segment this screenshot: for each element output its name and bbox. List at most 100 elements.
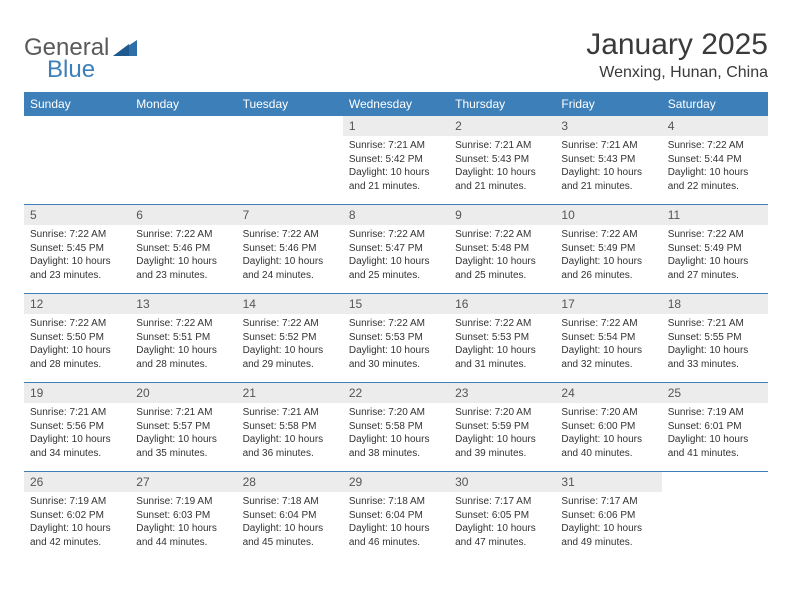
day-details: Sunrise: 7:22 AMSunset: 5:47 PMDaylight:…	[343, 225, 449, 288]
day-number: 4	[662, 116, 768, 136]
sunrise-text: Sunrise: 7:19 AM	[136, 495, 230, 509]
day-number: 8	[343, 205, 449, 225]
sunset-text: Sunset: 5:49 PM	[668, 242, 762, 256]
day-details: Sunrise: 7:21 AMSunset: 5:43 PMDaylight:…	[449, 136, 555, 199]
day-details: Sunrise: 7:21 AMSunset: 5:57 PMDaylight:…	[130, 403, 236, 466]
sunset-text: Sunset: 5:47 PM	[349, 242, 443, 256]
sunset-text: Sunset: 5:53 PM	[349, 331, 443, 345]
month-year-title: January 2025	[586, 28, 768, 62]
sunrise-text: Sunrise: 7:21 AM	[561, 139, 655, 153]
daylight-text: Daylight: 10 hours and 25 minutes.	[455, 255, 549, 282]
calendar-day-cell: 26Sunrise: 7:19 AMSunset: 6:02 PMDayligh…	[24, 472, 130, 560]
sunrise-text: Sunrise: 7:21 AM	[349, 139, 443, 153]
day-number: 5	[24, 205, 130, 225]
sunset-text: Sunset: 5:50 PM	[30, 331, 124, 345]
calendar-week-row: 1Sunrise: 7:21 AMSunset: 5:42 PMDaylight…	[24, 116, 768, 205]
day-number: 7	[237, 205, 343, 225]
sunset-text: Sunset: 5:54 PM	[561, 331, 655, 345]
day-number: 1	[343, 116, 449, 136]
daylight-text: Daylight: 10 hours and 46 minutes.	[349, 522, 443, 549]
day-number: 9	[449, 205, 555, 225]
calendar-day-cell: 30Sunrise: 7:17 AMSunset: 6:05 PMDayligh…	[449, 472, 555, 560]
calendar-day-cell: 3Sunrise: 7:21 AMSunset: 5:43 PMDaylight…	[555, 116, 661, 204]
day-number: 18	[662, 294, 768, 314]
header: General Blue January 2025 Wenxing, Hunan…	[24, 28, 768, 82]
daylight-text: Daylight: 10 hours and 21 minutes.	[455, 166, 549, 193]
day-details: Sunrise: 7:22 AMSunset: 5:49 PMDaylight:…	[555, 225, 661, 288]
sunrise-text: Sunrise: 7:22 AM	[243, 317, 337, 331]
day-details: Sunrise: 7:19 AMSunset: 6:03 PMDaylight:…	[130, 492, 236, 555]
weekday-col-fri: Friday	[555, 92, 661, 116]
day-number: 28	[237, 472, 343, 492]
daylight-text: Daylight: 10 hours and 49 minutes.	[561, 522, 655, 549]
calendar-day-cell: 5Sunrise: 7:22 AMSunset: 5:45 PMDaylight…	[24, 205, 130, 293]
day-number: 26	[24, 472, 130, 492]
sunrise-text: Sunrise: 7:21 AM	[30, 406, 124, 420]
calendar-day-cell: 14Sunrise: 7:22 AMSunset: 5:52 PMDayligh…	[237, 294, 343, 382]
sunset-text: Sunset: 5:43 PM	[455, 153, 549, 167]
day-number: 23	[449, 383, 555, 403]
day-details: Sunrise: 7:22 AMSunset: 5:45 PMDaylight:…	[24, 225, 130, 288]
daylight-text: Daylight: 10 hours and 30 minutes.	[349, 344, 443, 371]
daylight-text: Daylight: 10 hours and 22 minutes.	[668, 166, 762, 193]
day-details: Sunrise: 7:22 AMSunset: 5:52 PMDaylight:…	[237, 314, 343, 377]
sunset-text: Sunset: 6:00 PM	[561, 420, 655, 434]
daylight-text: Daylight: 10 hours and 45 minutes.	[243, 522, 337, 549]
sunset-text: Sunset: 5:43 PM	[561, 153, 655, 167]
calendar-day-cell: 10Sunrise: 7:22 AMSunset: 5:49 PMDayligh…	[555, 205, 661, 293]
calendar-day-cell: 1Sunrise: 7:21 AMSunset: 5:42 PMDaylight…	[343, 116, 449, 204]
sunrise-text: Sunrise: 7:20 AM	[349, 406, 443, 420]
sunrise-text: Sunrise: 7:22 AM	[455, 228, 549, 242]
calendar-day-cell	[130, 116, 236, 204]
sunrise-text: Sunrise: 7:22 AM	[349, 317, 443, 331]
day-details: Sunrise: 7:21 AMSunset: 5:58 PMDaylight:…	[237, 403, 343, 466]
daylight-text: Daylight: 10 hours and 38 minutes.	[349, 433, 443, 460]
day-details: Sunrise: 7:19 AMSunset: 6:02 PMDaylight:…	[24, 492, 130, 555]
sunrise-text: Sunrise: 7:21 AM	[668, 317, 762, 331]
sunset-text: Sunset: 5:45 PM	[30, 242, 124, 256]
daylight-text: Daylight: 10 hours and 27 minutes.	[668, 255, 762, 282]
sunrise-text: Sunrise: 7:22 AM	[30, 228, 124, 242]
logo-triangle-icon	[113, 38, 137, 61]
day-number: 17	[555, 294, 661, 314]
daylight-text: Daylight: 10 hours and 42 minutes.	[30, 522, 124, 549]
weekday-col-tue: Tuesday	[237, 92, 343, 116]
sunset-text: Sunset: 5:48 PM	[455, 242, 549, 256]
weekday-col-sat: Saturday	[662, 92, 768, 116]
sunrise-text: Sunrise: 7:18 AM	[243, 495, 337, 509]
sunset-text: Sunset: 5:44 PM	[668, 153, 762, 167]
calendar-day-cell: 29Sunrise: 7:18 AMSunset: 6:04 PMDayligh…	[343, 472, 449, 560]
day-details: Sunrise: 7:22 AMSunset: 5:53 PMDaylight:…	[343, 314, 449, 377]
calendar-week-row: 5Sunrise: 7:22 AMSunset: 5:45 PMDaylight…	[24, 205, 768, 294]
daylight-text: Daylight: 10 hours and 21 minutes.	[349, 166, 443, 193]
daylight-text: Daylight: 10 hours and 44 minutes.	[136, 522, 230, 549]
sunrise-text: Sunrise: 7:22 AM	[455, 317, 549, 331]
sunset-text: Sunset: 6:05 PM	[455, 509, 549, 523]
sunset-text: Sunset: 5:56 PM	[30, 420, 124, 434]
calendar-day-cell: 15Sunrise: 7:22 AMSunset: 5:53 PMDayligh…	[343, 294, 449, 382]
day-number: 12	[24, 294, 130, 314]
day-number: 14	[237, 294, 343, 314]
sunrise-text: Sunrise: 7:17 AM	[561, 495, 655, 509]
calendar-day-cell: 27Sunrise: 7:19 AMSunset: 6:03 PMDayligh…	[130, 472, 236, 560]
day-number: 21	[237, 383, 343, 403]
day-number: 2	[449, 116, 555, 136]
day-details: Sunrise: 7:20 AMSunset: 5:58 PMDaylight:…	[343, 403, 449, 466]
calendar-day-cell: 17Sunrise: 7:22 AMSunset: 5:54 PMDayligh…	[555, 294, 661, 382]
sunrise-text: Sunrise: 7:20 AM	[561, 406, 655, 420]
sunset-text: Sunset: 5:58 PM	[349, 420, 443, 434]
calendar-day-cell: 21Sunrise: 7:21 AMSunset: 5:58 PMDayligh…	[237, 383, 343, 471]
daylight-text: Daylight: 10 hours and 25 minutes.	[349, 255, 443, 282]
calendar-day-cell: 28Sunrise: 7:18 AMSunset: 6:04 PMDayligh…	[237, 472, 343, 560]
day-number: 24	[555, 383, 661, 403]
sunset-text: Sunset: 6:01 PM	[668, 420, 762, 434]
calendar-day-cell: 13Sunrise: 7:22 AMSunset: 5:51 PMDayligh…	[130, 294, 236, 382]
calendar-day-cell	[662, 472, 768, 560]
day-number: 6	[130, 205, 236, 225]
sunset-text: Sunset: 6:02 PM	[30, 509, 124, 523]
calendar-day-cell: 24Sunrise: 7:20 AMSunset: 6:00 PMDayligh…	[555, 383, 661, 471]
sunset-text: Sunset: 5:55 PM	[668, 331, 762, 345]
day-details: Sunrise: 7:20 AMSunset: 6:00 PMDaylight:…	[555, 403, 661, 466]
daylight-text: Daylight: 10 hours and 29 minutes.	[243, 344, 337, 371]
sunset-text: Sunset: 6:03 PM	[136, 509, 230, 523]
